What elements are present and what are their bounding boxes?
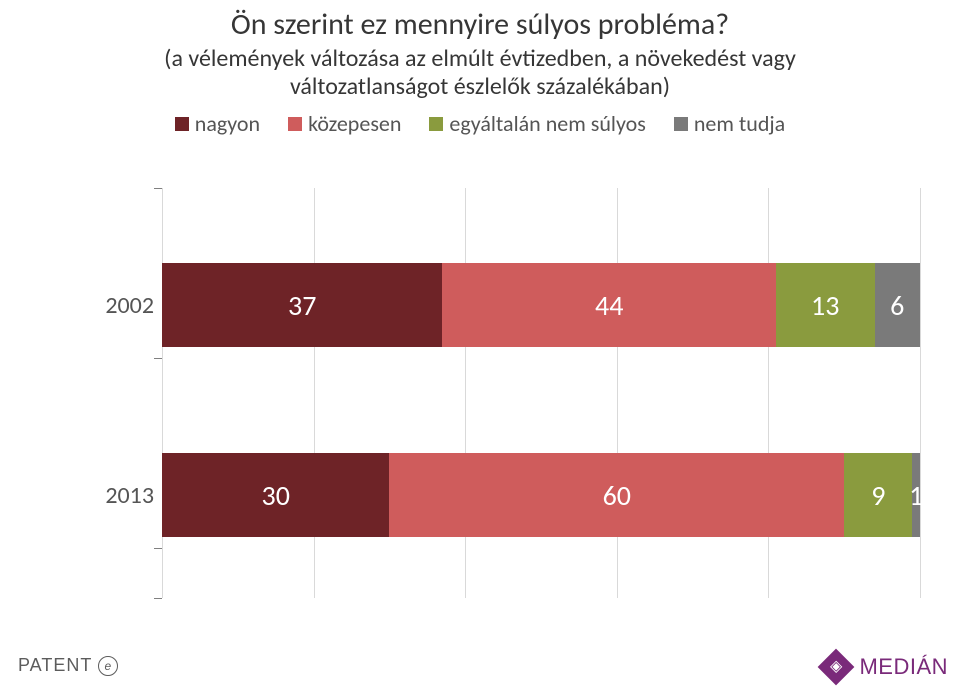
bar-segment: 9 [844,453,912,537]
bar-row: 306091 [162,453,920,537]
bar-segment: 6 [875,263,920,347]
footer-left-logo: PATENT e [18,655,118,676]
bar-segment: 37 [162,263,442,347]
patent-ring-icon: e [98,656,118,676]
subtitle-line2: változatlanságot észlelők százalékában) [290,72,670,101]
bar-segment: 13 [776,263,875,347]
legend-label: nagyon [195,110,260,137]
legend-item: nagyon [175,110,260,137]
bar-segment: 1 [912,453,920,537]
chart-subtitle: (a vélemények változása az elmúlt évtize… [0,45,960,100]
bar-segment: 30 [162,453,389,537]
y-tick [154,598,162,599]
legend-item: egyáltalán nem súlyos [429,110,645,137]
bar-row: 3744136 [162,263,920,347]
bar-segment: 44 [442,263,776,347]
legend-swatch [674,117,688,131]
legend-label: nem tudja [694,110,785,137]
bar-segment: 60 [389,453,844,537]
footer-right-logo: ◈ MEDIÁN [823,654,948,680]
subtitle-line1: (a vélemények változása az elmúlt évtize… [164,44,796,73]
y-tick [154,188,162,189]
median-text: MEDIÁN [859,654,948,680]
category-label: 2013 [96,481,154,510]
legend-swatch [175,117,189,131]
legend-swatch [429,117,443,131]
patent-text: PATENT [18,655,92,676]
legend-label: közepesen [308,110,401,137]
gridline [920,188,921,598]
median-diamond-icon: ◈ [818,649,855,686]
legend-swatch [288,117,302,131]
y-tick [154,548,162,549]
legend: nagyon közepesen egyáltalán nem súlyos nem … [0,110,960,137]
y-tick [154,358,162,359]
chart-title: Ön szerint ez mennyire súlyos probléma? [0,6,960,43]
category-label: 2002 [96,291,154,320]
legend-label: egyáltalán nem súlyos [449,110,645,137]
legend-item: nem tudja [674,110,785,137]
plot-area: 3744136 306091 [162,188,920,598]
chart-area: 2002 2013 3744136 306091 [96,188,920,598]
legend-item: közepesen [288,110,401,137]
